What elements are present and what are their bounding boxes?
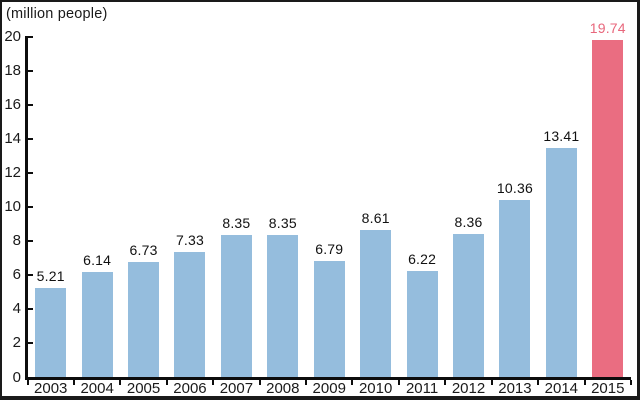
x-tick-label-2006: 2006	[173, 380, 207, 397]
x-tick-label-2007: 2007	[219, 380, 254, 397]
y-axis-line	[25, 36, 28, 380]
x-tick	[537, 379, 540, 385]
bar-value-label-2005: 6.73	[129, 242, 158, 259]
y-tick-label-14: 14	[4, 129, 21, 147]
bar-2014	[545, 148, 577, 377]
bar-2007	[220, 234, 252, 377]
y-axis-unit-label: (million people)	[6, 6, 108, 22]
x-tick-label-2004: 2004	[80, 380, 114, 397]
bar-value-label-2004: 6.14	[83, 252, 112, 269]
x-tick	[165, 379, 168, 385]
y-tick	[27, 103, 33, 106]
x-tick-label-2009: 2009	[312, 380, 346, 397]
x-tick-label-2015: 2015	[591, 380, 625, 397]
bar-value-label-2012: 8.36	[454, 214, 483, 231]
x-tick-label-2014: 2014	[544, 380, 579, 397]
y-tick	[27, 206, 33, 208]
y-tick	[27, 376, 33, 379]
y-tick-label-12: 12	[4, 163, 21, 181]
y-tick	[27, 69, 33, 72]
x-tick	[119, 379, 122, 385]
y-tick	[27, 274, 33, 277]
x-tick-label-2008: 2008	[266, 380, 300, 397]
x-tick	[444, 379, 447, 385]
y-tick-label-18: 18	[4, 61, 21, 79]
bar-value-label-2014: 13.41	[543, 128, 580, 145]
y-tick-label-20: 20	[4, 27, 21, 45]
x-tick	[583, 379, 586, 385]
y-tick-label-0: 0	[12, 368, 21, 386]
bar-value-label-2006: 7.33	[175, 232, 204, 249]
x-tick-label-2012: 2012	[451, 380, 486, 397]
bar-2004	[81, 272, 113, 377]
y-tick-label-6: 6	[12, 266, 21, 284]
x-tick	[630, 379, 632, 385]
x-tick	[26, 379, 29, 385]
bar-value-label-2003: 5.21	[36, 268, 65, 285]
x-tick-label-2013: 2013	[498, 380, 532, 397]
bar-value-label-2008: 8.35	[268, 214, 297, 231]
bar-2003	[35, 288, 67, 377]
x-tick	[351, 379, 354, 385]
y-tick-label-10: 10	[4, 198, 21, 215]
bar-2010	[360, 230, 392, 377]
bar-2012	[453, 234, 485, 377]
y-tick	[27, 308, 33, 311]
x-tick	[258, 379, 261, 385]
bar-value-label-2007: 8.35	[222, 214, 251, 231]
y-tick-label-4: 4	[12, 300, 21, 318]
x-tick-label-2003: 2003	[34, 380, 68, 397]
x-tick	[490, 379, 493, 385]
bar-value-label-2011: 6.22	[408, 250, 437, 267]
bar-value-label-2013: 10.36	[496, 180, 533, 197]
bar-2015	[592, 40, 624, 377]
y-tick-label-8: 8	[12, 232, 21, 250]
bar-2006	[174, 252, 206, 377]
y-tick	[27, 240, 33, 243]
x-tick	[305, 379, 308, 385]
bar-value-label-2010: 8.61	[361, 210, 390, 227]
bar-2008	[267, 234, 299, 377]
bar-2005	[128, 262, 160, 377]
bar-2013	[499, 200, 531, 377]
bar-2009	[313, 261, 345, 377]
x-axis-line	[25, 377, 631, 380]
bar-value-label-2015: 19.74	[589, 20, 626, 37]
x-tick-label-2005: 2005	[126, 380, 161, 397]
y-tick	[27, 137, 33, 140]
y-tick	[27, 342, 33, 345]
y-tick-label-16: 16	[4, 95, 21, 113]
x-tick	[72, 379, 75, 385]
x-tick-label-2011: 2011	[405, 380, 439, 397]
x-tick-label-2010: 2010	[358, 380, 393, 397]
y-tick	[27, 171, 33, 174]
y-tick	[27, 35, 33, 38]
bar-value-label-2009: 6.79	[315, 241, 344, 258]
x-tick	[212, 379, 215, 385]
x-tick	[397, 379, 400, 385]
y-tick-label-2: 2	[12, 334, 21, 352]
bar-2011	[406, 270, 438, 377]
